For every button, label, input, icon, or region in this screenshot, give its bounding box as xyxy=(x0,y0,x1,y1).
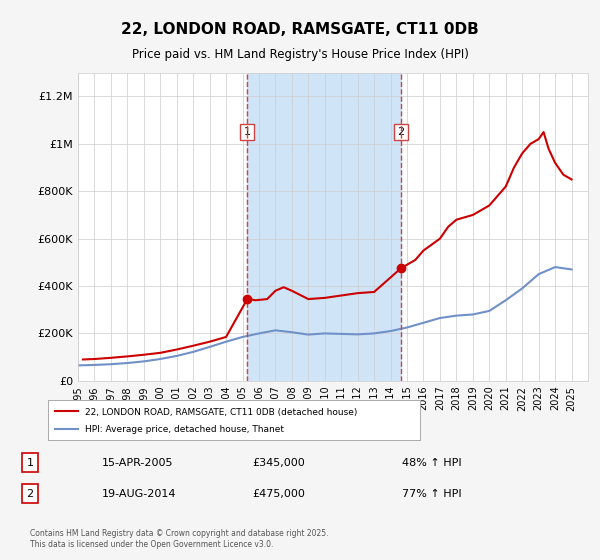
Bar xyxy=(247,73,401,381)
Text: 1: 1 xyxy=(26,458,34,468)
Text: 19-AUG-2014: 19-AUG-2014 xyxy=(102,489,176,499)
Text: £475,000: £475,000 xyxy=(252,489,305,499)
Text: 48% ↑ HPI: 48% ↑ HPI xyxy=(402,458,461,468)
Text: 1: 1 xyxy=(244,127,251,137)
Text: 77% ↑ HPI: 77% ↑ HPI xyxy=(402,489,461,499)
Text: Price paid vs. HM Land Registry's House Price Index (HPI): Price paid vs. HM Land Registry's House … xyxy=(131,48,469,60)
Text: £345,000: £345,000 xyxy=(252,458,305,468)
Text: 22, LONDON ROAD, RAMSGATE, CT11 0DB (detached house): 22, LONDON ROAD, RAMSGATE, CT11 0DB (det… xyxy=(85,408,358,417)
Text: 2: 2 xyxy=(26,489,34,499)
Text: 22, LONDON ROAD, RAMSGATE, CT11 0DB: 22, LONDON ROAD, RAMSGATE, CT11 0DB xyxy=(121,22,479,38)
Text: Contains HM Land Registry data © Crown copyright and database right 2025.
This d: Contains HM Land Registry data © Crown c… xyxy=(30,529,329,549)
Text: 2: 2 xyxy=(397,127,404,137)
Text: 15-APR-2005: 15-APR-2005 xyxy=(102,458,173,468)
Text: HPI: Average price, detached house, Thanet: HPI: Average price, detached house, Than… xyxy=(85,425,284,434)
